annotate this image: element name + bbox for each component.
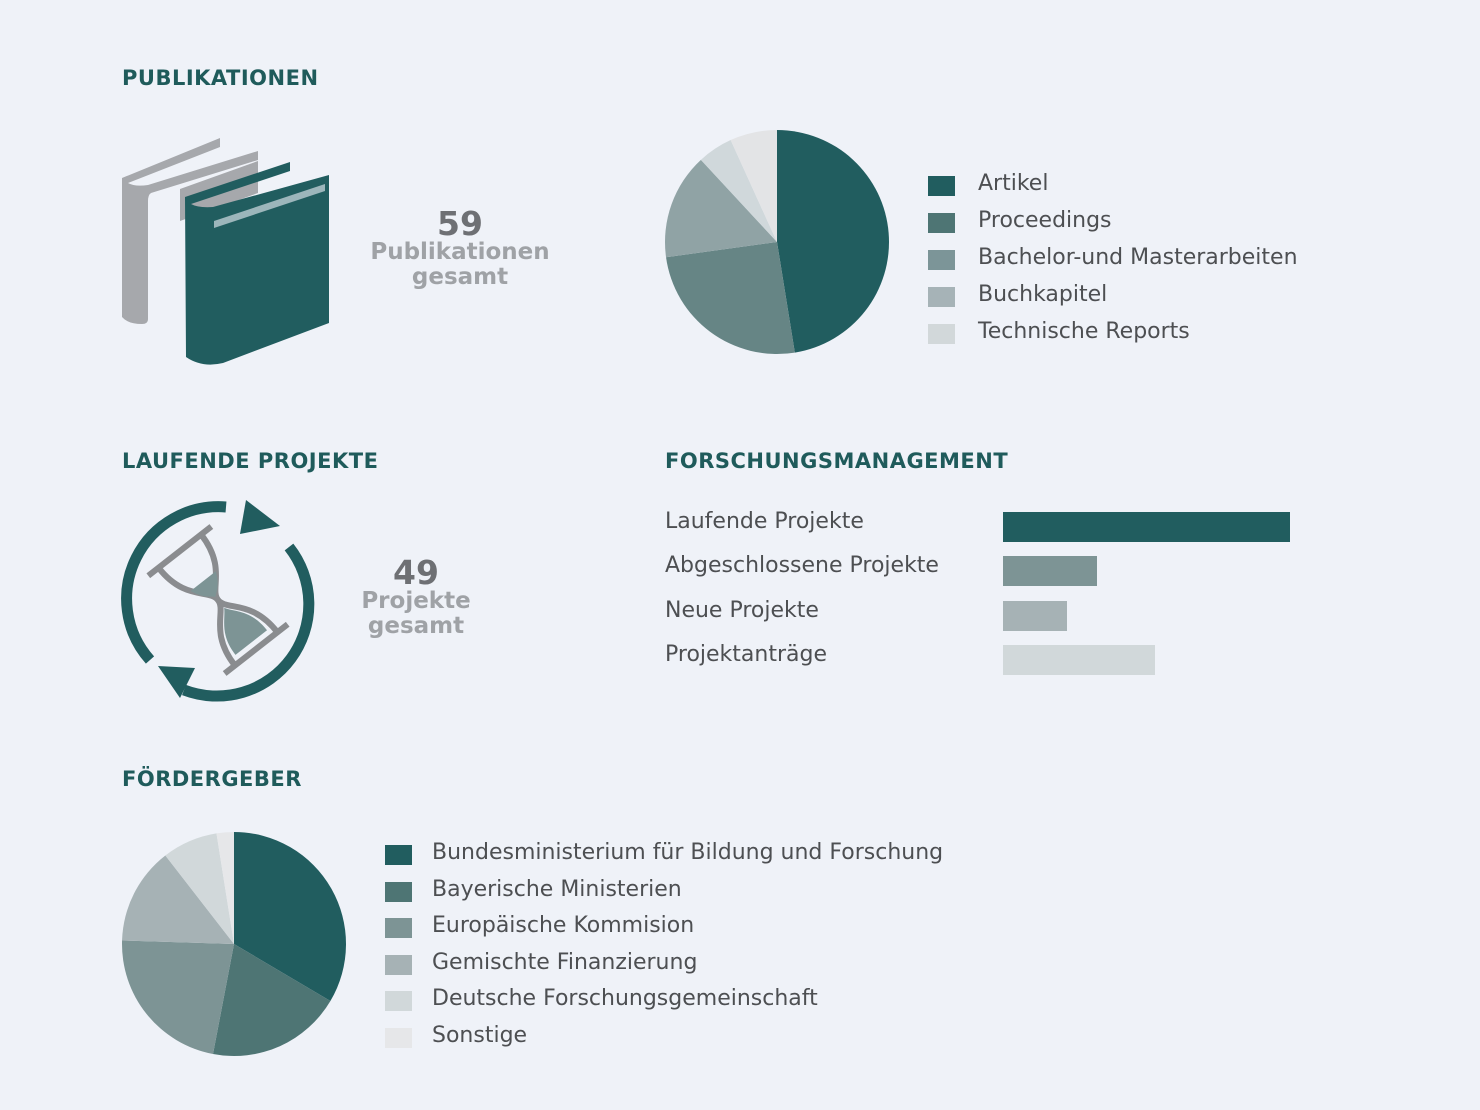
funders-legend-swatch xyxy=(385,881,412,902)
bar-2 xyxy=(1003,556,1097,587)
projects-count-label-2: gesamt xyxy=(367,613,465,639)
publications-slice-4 xyxy=(700,140,777,242)
funders-legend-swatch xyxy=(385,991,412,1011)
projects-count-label-1: Projekte xyxy=(361,588,471,614)
heading-publications: PUBLIKATIONEN xyxy=(122,66,319,90)
funders-legend-swatch xyxy=(385,918,412,938)
bar-label: Neue Projekte xyxy=(665,597,819,623)
heading-running-projects: LAUFENDE PROJEKTE xyxy=(122,449,379,473)
publications-pie-chart xyxy=(665,130,890,354)
publications-legend-swatch xyxy=(928,176,955,196)
publications-legend-label: Technische Reports xyxy=(978,319,1190,344)
publications-legend-swatch xyxy=(928,250,955,270)
funders-legend-swatch xyxy=(385,1027,412,1048)
bar-3 xyxy=(1003,600,1068,631)
publications-slice-5 xyxy=(730,130,777,242)
funders-pie-chart xyxy=(121,832,346,1056)
bar-label: Abgeschlossene Projekte xyxy=(665,553,939,579)
publications-legend-swatch xyxy=(928,213,955,233)
heading-funders: FÖRDERGEBER xyxy=(122,767,302,791)
publications-legend-label: Artikel xyxy=(978,171,1049,196)
funders-legend-label: Deutsche Forschungsgemeinschaft xyxy=(432,986,818,1011)
funders-slice-3 xyxy=(121,940,234,1055)
funders-slice-2 xyxy=(213,944,331,1056)
funders-slice-6 xyxy=(216,832,234,944)
funders-legend-label: Europäische Kommision xyxy=(432,913,695,938)
bar-label: Laufende Projekte xyxy=(665,509,864,534)
funders-legend-label: Gemischte Finanzierung xyxy=(432,949,698,975)
funders-legend-swatch xyxy=(385,954,412,975)
publications-total: 59 Publikationen gesamt xyxy=(350,207,570,290)
projects-total: 49 Projekte gesamt xyxy=(336,556,496,639)
publications-slice-2 xyxy=(666,242,795,354)
bar-4 xyxy=(1003,644,1156,675)
publications-count-label-1: Publikationen xyxy=(370,239,550,265)
publications-legend-label: Buchkapitel xyxy=(978,282,1108,307)
publications-legend-label: Bachelor-und Masterarbeiten xyxy=(978,245,1298,270)
publications-legend-swatch xyxy=(928,324,955,344)
funders-legend-label: Sonstige xyxy=(432,1022,528,1048)
funders-legend-swatch xyxy=(385,845,412,865)
hourglass-cycle-icon xyxy=(121,500,315,702)
funders-legend-label: Bundesministerium für Bildung und Forsch… xyxy=(432,840,944,865)
publications-slice-3 xyxy=(665,159,777,258)
heading-research-management: FORSCHUNGSMANAGEMENT xyxy=(665,449,1009,473)
publications-legend-swatch xyxy=(928,287,955,307)
funders-slice-5 xyxy=(165,833,234,944)
bar-1 xyxy=(1003,512,1290,542)
publications-count: 59 xyxy=(437,204,483,243)
funders-slice-4 xyxy=(122,855,234,944)
projects-count: 49 xyxy=(393,553,439,592)
publications-count-label-2: gesamt xyxy=(411,264,509,290)
publications-slice-1 xyxy=(777,130,890,353)
bar-label: Projektanträge xyxy=(665,641,827,667)
funders-slice-1 xyxy=(234,832,346,1002)
publications-legend-label: Proceedings xyxy=(978,208,1112,233)
books-icon xyxy=(122,138,329,365)
funders-legend-label: Bayerische Ministerien xyxy=(432,876,682,902)
